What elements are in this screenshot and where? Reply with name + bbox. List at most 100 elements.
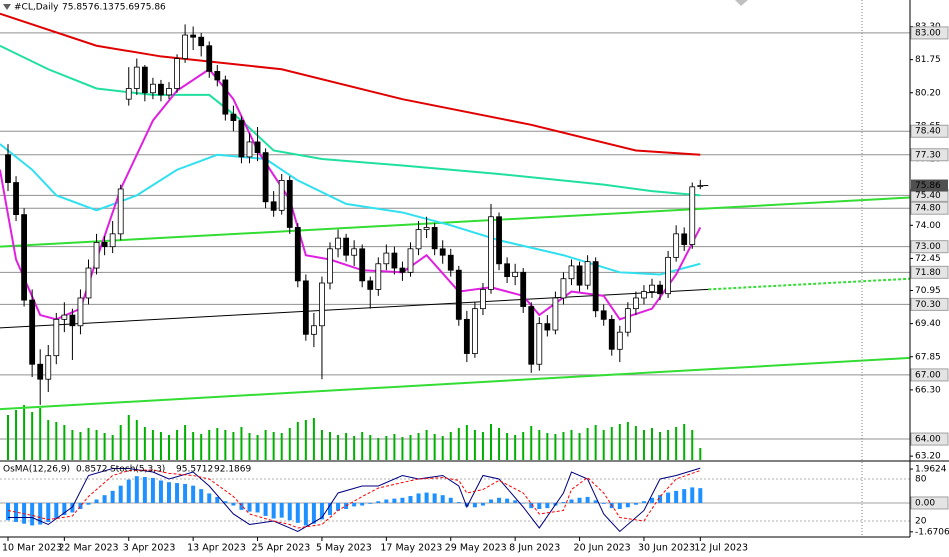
close-value: 75.86 xyxy=(140,3,166,13)
candle-body xyxy=(512,271,519,277)
stoch-signal-value: 92.1869 xyxy=(214,465,251,475)
level-label-box xyxy=(910,148,949,162)
osma-value: 0.8572 xyxy=(76,465,108,475)
candle-body xyxy=(488,216,494,290)
osma-bar xyxy=(102,495,107,503)
osma-bar xyxy=(625,502,630,508)
osma-bar xyxy=(641,501,646,503)
candle-body xyxy=(270,201,277,211)
osma-bar xyxy=(650,497,654,503)
candle-body xyxy=(327,248,333,284)
candle-body xyxy=(222,79,229,115)
candle-body xyxy=(536,323,543,365)
candle-body xyxy=(117,188,124,235)
candle-body xyxy=(359,248,366,282)
candle-body xyxy=(278,180,285,211)
oscillator-plot xyxy=(0,467,910,533)
osma-bar xyxy=(199,489,204,503)
y-tick-label: 72.45 xyxy=(915,254,941,264)
candle-body xyxy=(246,141,253,158)
candle-body xyxy=(552,297,559,331)
candle-body xyxy=(673,233,680,258)
candle-body xyxy=(190,34,197,38)
osma-bar xyxy=(690,487,695,503)
candle-body xyxy=(391,252,398,269)
osma-bar xyxy=(674,490,679,503)
candle-body xyxy=(520,271,527,307)
y-tick-label: 69.40 xyxy=(915,319,941,329)
candle-body xyxy=(29,299,36,365)
osma-bar xyxy=(489,499,493,503)
candle-body xyxy=(560,278,567,299)
price-label-box xyxy=(911,179,948,192)
candle-body xyxy=(455,269,462,320)
osma-bar xyxy=(247,502,252,512)
candle-body xyxy=(230,113,237,121)
candle-body xyxy=(319,282,325,327)
candle-body xyxy=(174,58,180,89)
price-label: 75.86 xyxy=(915,181,941,191)
candle-body xyxy=(544,323,551,331)
osma-bar xyxy=(70,502,75,513)
y-tick-label: 70.95 xyxy=(915,286,941,296)
osma-bar xyxy=(585,496,590,503)
x-tick-label: 22 Mar 2023 xyxy=(58,543,118,554)
candle-body xyxy=(624,308,631,333)
candle-body xyxy=(641,291,647,299)
level-label: 78.40 xyxy=(915,127,941,137)
candle-body xyxy=(415,229,422,250)
candle-body xyxy=(480,289,486,310)
osma-bar xyxy=(263,502,268,516)
candle-body xyxy=(101,241,108,248)
osma-bar xyxy=(46,502,51,522)
level-label-box xyxy=(910,265,949,279)
candle-body xyxy=(584,261,591,286)
osma-bar xyxy=(505,498,510,503)
candle-body xyxy=(77,297,84,327)
osma-tick-label: 0.00 xyxy=(915,498,935,508)
osma-bar xyxy=(537,502,542,510)
level-label-box xyxy=(910,26,949,40)
chart-title: #CL,Daily xyxy=(14,3,59,13)
osma-bar xyxy=(593,500,598,503)
x-tick-label: 29 May 2023 xyxy=(445,543,507,554)
candle-body xyxy=(61,314,68,320)
x-tick-label: 10 Mar 2023 xyxy=(2,543,62,554)
level-label: 67.00 xyxy=(915,370,941,380)
low-value: 75.69 xyxy=(114,3,140,13)
stoch-line xyxy=(7,469,701,529)
osma-bar xyxy=(54,502,59,519)
stoch-line xyxy=(8,467,701,533)
y-tick-label: 80.20 xyxy=(915,88,941,98)
osma-bar xyxy=(167,482,171,503)
osma-bar xyxy=(376,501,381,503)
osma-bar xyxy=(698,488,703,503)
osma-bar xyxy=(6,502,10,521)
candle-body xyxy=(302,280,309,335)
osma-bar xyxy=(142,477,147,503)
osma-bar xyxy=(207,493,212,503)
candle-body xyxy=(649,284,655,292)
symbol-icon xyxy=(3,4,11,10)
stoch-tick-label: 80 xyxy=(915,475,927,485)
candle-body xyxy=(665,256,671,295)
trend-line xyxy=(0,196,910,248)
header: #CL,Daily 75.85 76.13 75.69 75.86 OsMA(1… xyxy=(3,3,251,475)
candle-body xyxy=(600,310,607,320)
osma-bar xyxy=(295,502,300,523)
candle-body xyxy=(149,83,156,94)
level-label: 75.40 xyxy=(915,191,941,201)
x-tick-label: 13 Apr 2023 xyxy=(187,543,246,554)
y-tick-label: 66.30 xyxy=(915,385,941,395)
candle-body xyxy=(21,214,28,301)
osma-bar xyxy=(38,502,43,525)
osma-bar xyxy=(303,502,308,526)
candle-body xyxy=(608,318,615,350)
x-tick-label: 25 Apr 2023 xyxy=(252,543,311,554)
trend-line xyxy=(0,288,709,329)
osma-bar xyxy=(175,483,180,503)
osma-bar xyxy=(183,483,188,503)
level-label-box xyxy=(910,297,949,311)
moving-average xyxy=(0,143,701,276)
